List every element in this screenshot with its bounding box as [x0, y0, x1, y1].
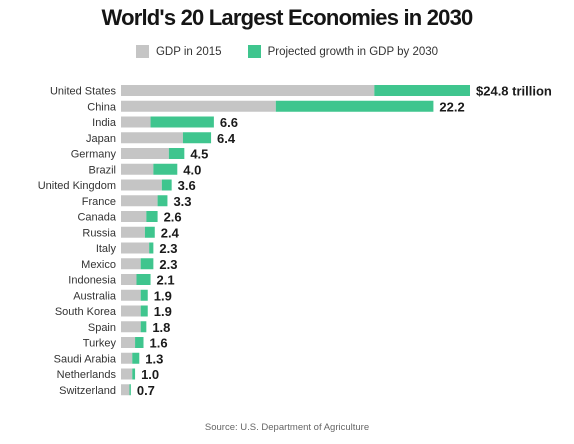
- bar-gdp-2015-germany: [121, 148, 169, 159]
- category-label-united-states: United States: [50, 86, 117, 98]
- bar-growth-france: [157, 195, 168, 207]
- category-label-united-kingdom: United Kingdom: [38, 180, 116, 192]
- category-label-germany: Germany: [71, 149, 117, 161]
- bar-growth-saudi-arabia: [132, 352, 140, 364]
- value-label-united-states: $24.8 trillion: [476, 84, 552, 99]
- source-note: Source: U.S. Department of Agriculture: [204, 422, 370, 433]
- legend-label-gdp-2015: GDP in 2015: [155, 45, 222, 58]
- bar-gdp-2015-canada: [121, 211, 147, 222]
- category-label-brazil: Brazil: [88, 164, 116, 176]
- bar-gdp-2015-mexico: [121, 258, 141, 270]
- value-label-italy: 2.3: [159, 241, 177, 256]
- bar-growth-canada: [146, 211, 158, 222]
- bar-growth-india: [150, 116, 214, 128]
- value-label-russia: 2.4: [161, 225, 180, 240]
- category-label-canada: Canada: [77, 212, 116, 224]
- category-label-mexico: Mexico: [81, 259, 116, 271]
- category-label-indonesia: Indonesia: [68, 275, 117, 287]
- value-label-spain: 1.8: [152, 320, 170, 335]
- value-label-mexico: 2.3: [159, 257, 177, 272]
- category-label-turkey: Turkey: [83, 338, 117, 350]
- bar-growth-indonesia: [136, 274, 151, 285]
- bar-gdp-2015-australia: [121, 289, 141, 301]
- bar-gdp-2015-switzerland: [121, 384, 130, 396]
- bar-gdp-2015-brazil: [121, 163, 154, 175]
- value-label-south-korea: 1.9: [154, 304, 172, 319]
- bar-growth-japan: [182, 132, 212, 144]
- value-label-turkey: 1.6: [150, 336, 168, 351]
- category-label-japan: Japan: [86, 133, 116, 145]
- bar-gdp-2015-turkey: [121, 337, 136, 348]
- category-label-spain: Spain: [88, 322, 116, 334]
- bar-gdp-2015-china: [121, 100, 276, 112]
- bar-growth-switzerland: [129, 384, 131, 396]
- category-label-saudi-arabia: Saudi Arabia: [54, 353, 117, 365]
- value-label-china: 22.2: [439, 99, 464, 114]
- bar-growth-china: [275, 100, 434, 112]
- bar-growth-united-kingdom: [161, 179, 172, 191]
- bar-gdp-2015-spain: [121, 321, 141, 333]
- bar-growth-netherlands: [132, 368, 136, 380]
- bar-gdp-2015-indonesia: [121, 274, 137, 285]
- category-label-netherlands: Netherlands: [57, 369, 117, 381]
- legend: GDP in 2015 Projected growth in GDP by 2…: [0, 45, 574, 58]
- category-label-india: India: [92, 117, 117, 129]
- bar-growth-australia: [140, 289, 148, 301]
- bar-growth-germany: [168, 148, 185, 159]
- category-label-france: France: [82, 196, 116, 208]
- value-label-germany: 4.5: [190, 147, 208, 162]
- value-label-canada: 2.6: [164, 210, 182, 225]
- value-label-saudi-arabia: 1.3: [145, 351, 163, 366]
- bar-growth-united-states: [374, 85, 470, 96]
- value-label-indonesia: 2.1: [157, 273, 175, 288]
- bar-growth-italy: [149, 242, 154, 254]
- bar-gdp-2015-italy: [121, 242, 150, 254]
- bar-gdp-2015-russia: [121, 226, 145, 238]
- legend-swatch-gdp-2015: [135, 45, 149, 58]
- value-label-france: 3.3: [173, 194, 191, 209]
- bar-growth-mexico: [140, 258, 154, 270]
- value-label-australia: 1.9: [154, 288, 172, 303]
- legend-item-gdp-2015: GDP in 2015: [135, 45, 222, 58]
- value-label-brazil: 4.0: [183, 162, 201, 177]
- category-label-russia: Russia: [82, 227, 117, 239]
- legend-label-growth: Projected growth in GDP by 2030: [267, 45, 439, 58]
- value-label-switzerland: 0.7: [137, 383, 155, 398]
- bar-gdp-2015-united-states: [121, 85, 375, 96]
- legend-item-growth: Projected growth in GDP by 2030: [247, 45, 439, 58]
- category-label-italy: Italy: [96, 243, 117, 255]
- category-label-switzerland: Switzerland: [59, 385, 116, 397]
- bar-gdp-2015-united-kingdom: [121, 179, 162, 191]
- value-label-japan: 6.4: [217, 131, 236, 146]
- bar-growth-russia: [144, 226, 155, 238]
- value-label-india: 6.6: [220, 115, 238, 130]
- legend-swatch-growth: [247, 45, 261, 58]
- bar-gdp-2015-india: [121, 116, 151, 128]
- value-label-united-kingdom: 3.6: [178, 178, 196, 193]
- bar-growth-south-korea: [140, 305, 148, 317]
- category-label-china: China: [87, 101, 117, 113]
- chart-title: World's 20 Largest Economies in 2030: [101, 5, 474, 30]
- bar-growth-brazil: [153, 163, 178, 175]
- bar-gdp-2015-japan: [121, 132, 183, 144]
- category-label-south-korea: South Korea: [55, 306, 117, 318]
- bar-growth-spain: [140, 321, 147, 333]
- bar-gdp-2015-saudi-arabia: [121, 352, 133, 364]
- bar-gdp-2015-france: [121, 195, 158, 207]
- bar-gdp-2015-south-korea: [121, 305, 141, 317]
- value-label-netherlands: 1.0: [141, 367, 159, 382]
- category-label-australia: Australia: [73, 290, 117, 302]
- bar-growth-turkey: [135, 337, 144, 348]
- bar-gdp-2015-netherlands: [121, 368, 133, 380]
